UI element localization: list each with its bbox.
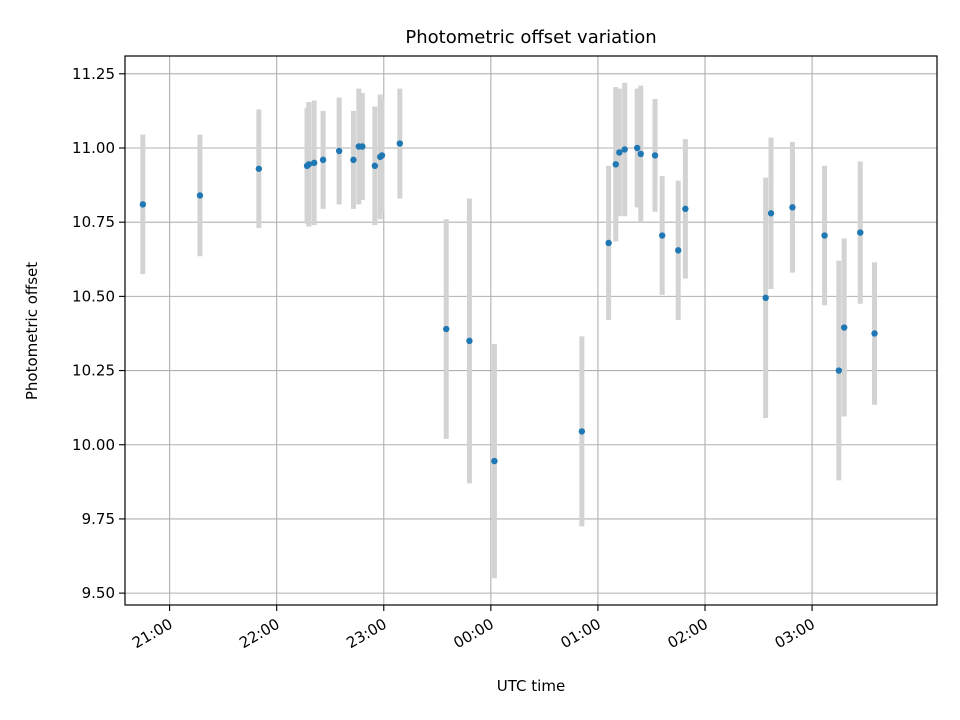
y-tick-label: 10.00 (72, 436, 115, 454)
data-point (335, 147, 343, 155)
data-point (675, 247, 682, 254)
data-point (871, 330, 878, 337)
y-tick-label: 9.75 (82, 510, 115, 528)
y-axis: 9.50 9.75 10.00 10.25 10.50 10.75 11.00 11.25 (72, 65, 125, 602)
data-point (466, 337, 473, 345)
y-tick-label: 10.50 (72, 287, 115, 305)
data-point (319, 156, 327, 164)
data-point (633, 144, 641, 152)
data-point (658, 232, 666, 239)
data-point (196, 192, 204, 199)
data-point (789, 204, 796, 211)
data-point (821, 232, 828, 239)
data-point (835, 367, 843, 374)
y-tick-label: 9.50 (82, 584, 115, 602)
y-tick-label: 11.00 (72, 139, 115, 157)
data-point (491, 457, 498, 465)
data-point (616, 149, 623, 156)
data-point (767, 210, 775, 217)
data-point (396, 140, 404, 147)
y-tick-label: 11.25 (72, 65, 115, 83)
chart-title: Photometric offset variation (405, 27, 656, 48)
data-point (762, 294, 769, 302)
data-points (139, 140, 878, 465)
grid (125, 56, 937, 605)
data-point (682, 205, 689, 213)
data-point (621, 146, 628, 153)
y-tick-label: 10.25 (72, 362, 115, 380)
data-point (310, 159, 318, 167)
data-point (378, 152, 386, 159)
data-point (255, 165, 263, 172)
data-point (857, 229, 864, 236)
data-point (139, 201, 147, 208)
data-point (578, 428, 586, 435)
y-tick-label: 10.75 (72, 213, 115, 231)
data-point (605, 239, 612, 247)
data-point (350, 156, 357, 164)
y-axis-label: Photometric offset (23, 262, 41, 400)
data-point (651, 152, 659, 159)
data-point (359, 143, 366, 150)
plot-frame (124, 55, 938, 606)
data-point (637, 150, 644, 158)
data-point (443, 325, 450, 333)
x-axis-label: UTC time (497, 677, 565, 695)
data-point (371, 162, 379, 169)
data-point (305, 161, 313, 168)
data-point (841, 324, 848, 331)
data-point (612, 161, 619, 168)
